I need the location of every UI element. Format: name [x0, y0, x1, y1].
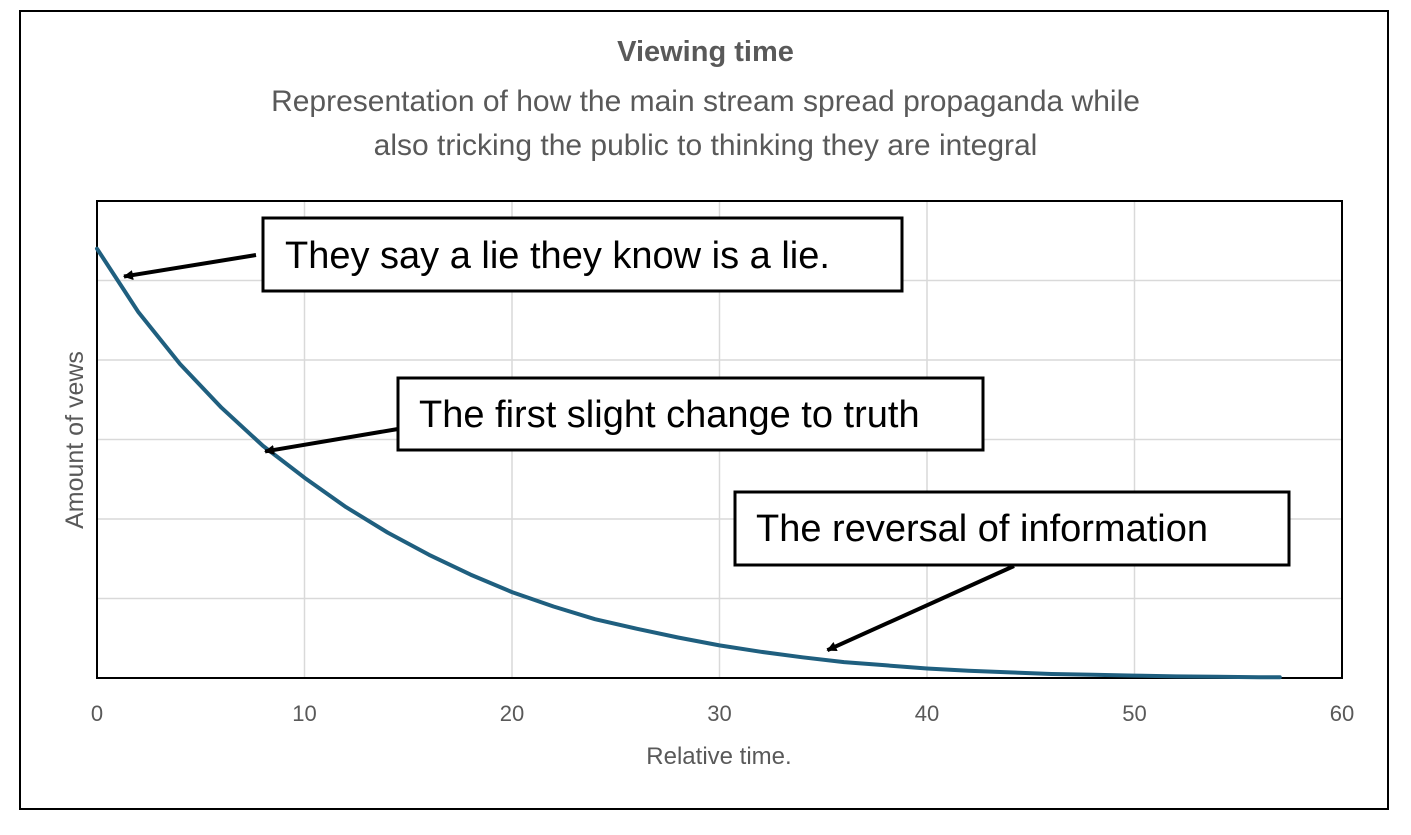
data-point	[386, 531, 390, 535]
annotation-box	[261, 216, 904, 293]
data-point	[427, 553, 431, 557]
data-point	[552, 604, 556, 608]
annotation: They say a lie they know is a lie.	[122, 216, 904, 293]
data-point	[510, 590, 514, 594]
series-line	[95, 246, 1282, 680]
data-point	[1257, 675, 1261, 679]
data-point	[178, 362, 182, 366]
data-point	[635, 627, 639, 631]
data-point	[759, 650, 763, 654]
data-point	[1133, 674, 1137, 678]
annotation-box	[396, 376, 985, 452]
data-point	[1091, 673, 1095, 677]
data-point	[925, 666, 929, 670]
x-axis-label: Relative time.	[646, 743, 791, 770]
x-tick-label: 0	[91, 701, 103, 726]
chart-subtitle-line-1: Representation of how the main stream sp…	[271, 85, 1140, 118]
chart-subtitle-line-2: also tricking the public to thinking the…	[373, 129, 1038, 162]
data-point	[593, 617, 597, 621]
data-point	[261, 444, 265, 448]
data-point	[137, 310, 141, 314]
data-point	[718, 643, 722, 647]
x-tick-label: 50	[1122, 701, 1146, 726]
x-tick-label: 30	[707, 701, 731, 726]
chart-title: Viewing time	[617, 36, 794, 68]
x-tick-label: 10	[292, 701, 316, 726]
annotation-arrow	[826, 564, 1015, 652]
data-point	[1174, 674, 1178, 678]
annotation-arrow	[264, 427, 399, 455]
x-tick-label: 60	[1330, 701, 1354, 726]
data-point	[1216, 675, 1220, 679]
annotation-text: The reversal of information	[756, 508, 1208, 550]
annotation-text: They say a lie they know is a lie.	[285, 235, 830, 277]
data-point	[676, 635, 680, 639]
data-point	[469, 573, 473, 577]
annotation-text: The first slight change to truth	[419, 394, 920, 436]
data-point	[95, 247, 99, 251]
annotation: The first slight change to truth	[264, 376, 985, 455]
x-axis-ticks: 0 10 20 30 40 50 60	[91, 701, 1354, 726]
series-points	[95, 247, 1282, 680]
data-point	[344, 505, 348, 509]
annotation: The reversal of information	[733, 490, 1291, 652]
data-point	[303, 476, 307, 480]
data-point	[1050, 672, 1054, 676]
data-point	[1008, 670, 1012, 674]
data-point	[967, 669, 971, 673]
annotations: They say a lie they know is a lie. The fi…	[122, 216, 1291, 652]
data-point	[842, 660, 846, 664]
data-point	[801, 655, 805, 659]
data-point	[220, 406, 224, 410]
plot-border	[96, 200, 1343, 679]
x-tick-label: 40	[915, 701, 939, 726]
annotation-arrow	[122, 253, 257, 281]
data-point	[1278, 675, 1282, 679]
x-tick-label: 20	[500, 701, 524, 726]
y-axis-label: Amount of vews	[61, 351, 89, 529]
annotation-box	[733, 490, 1291, 567]
data-point	[884, 663, 888, 667]
chart-subtitle: Representation of how the main stream sp…	[0, 80, 1411, 168]
